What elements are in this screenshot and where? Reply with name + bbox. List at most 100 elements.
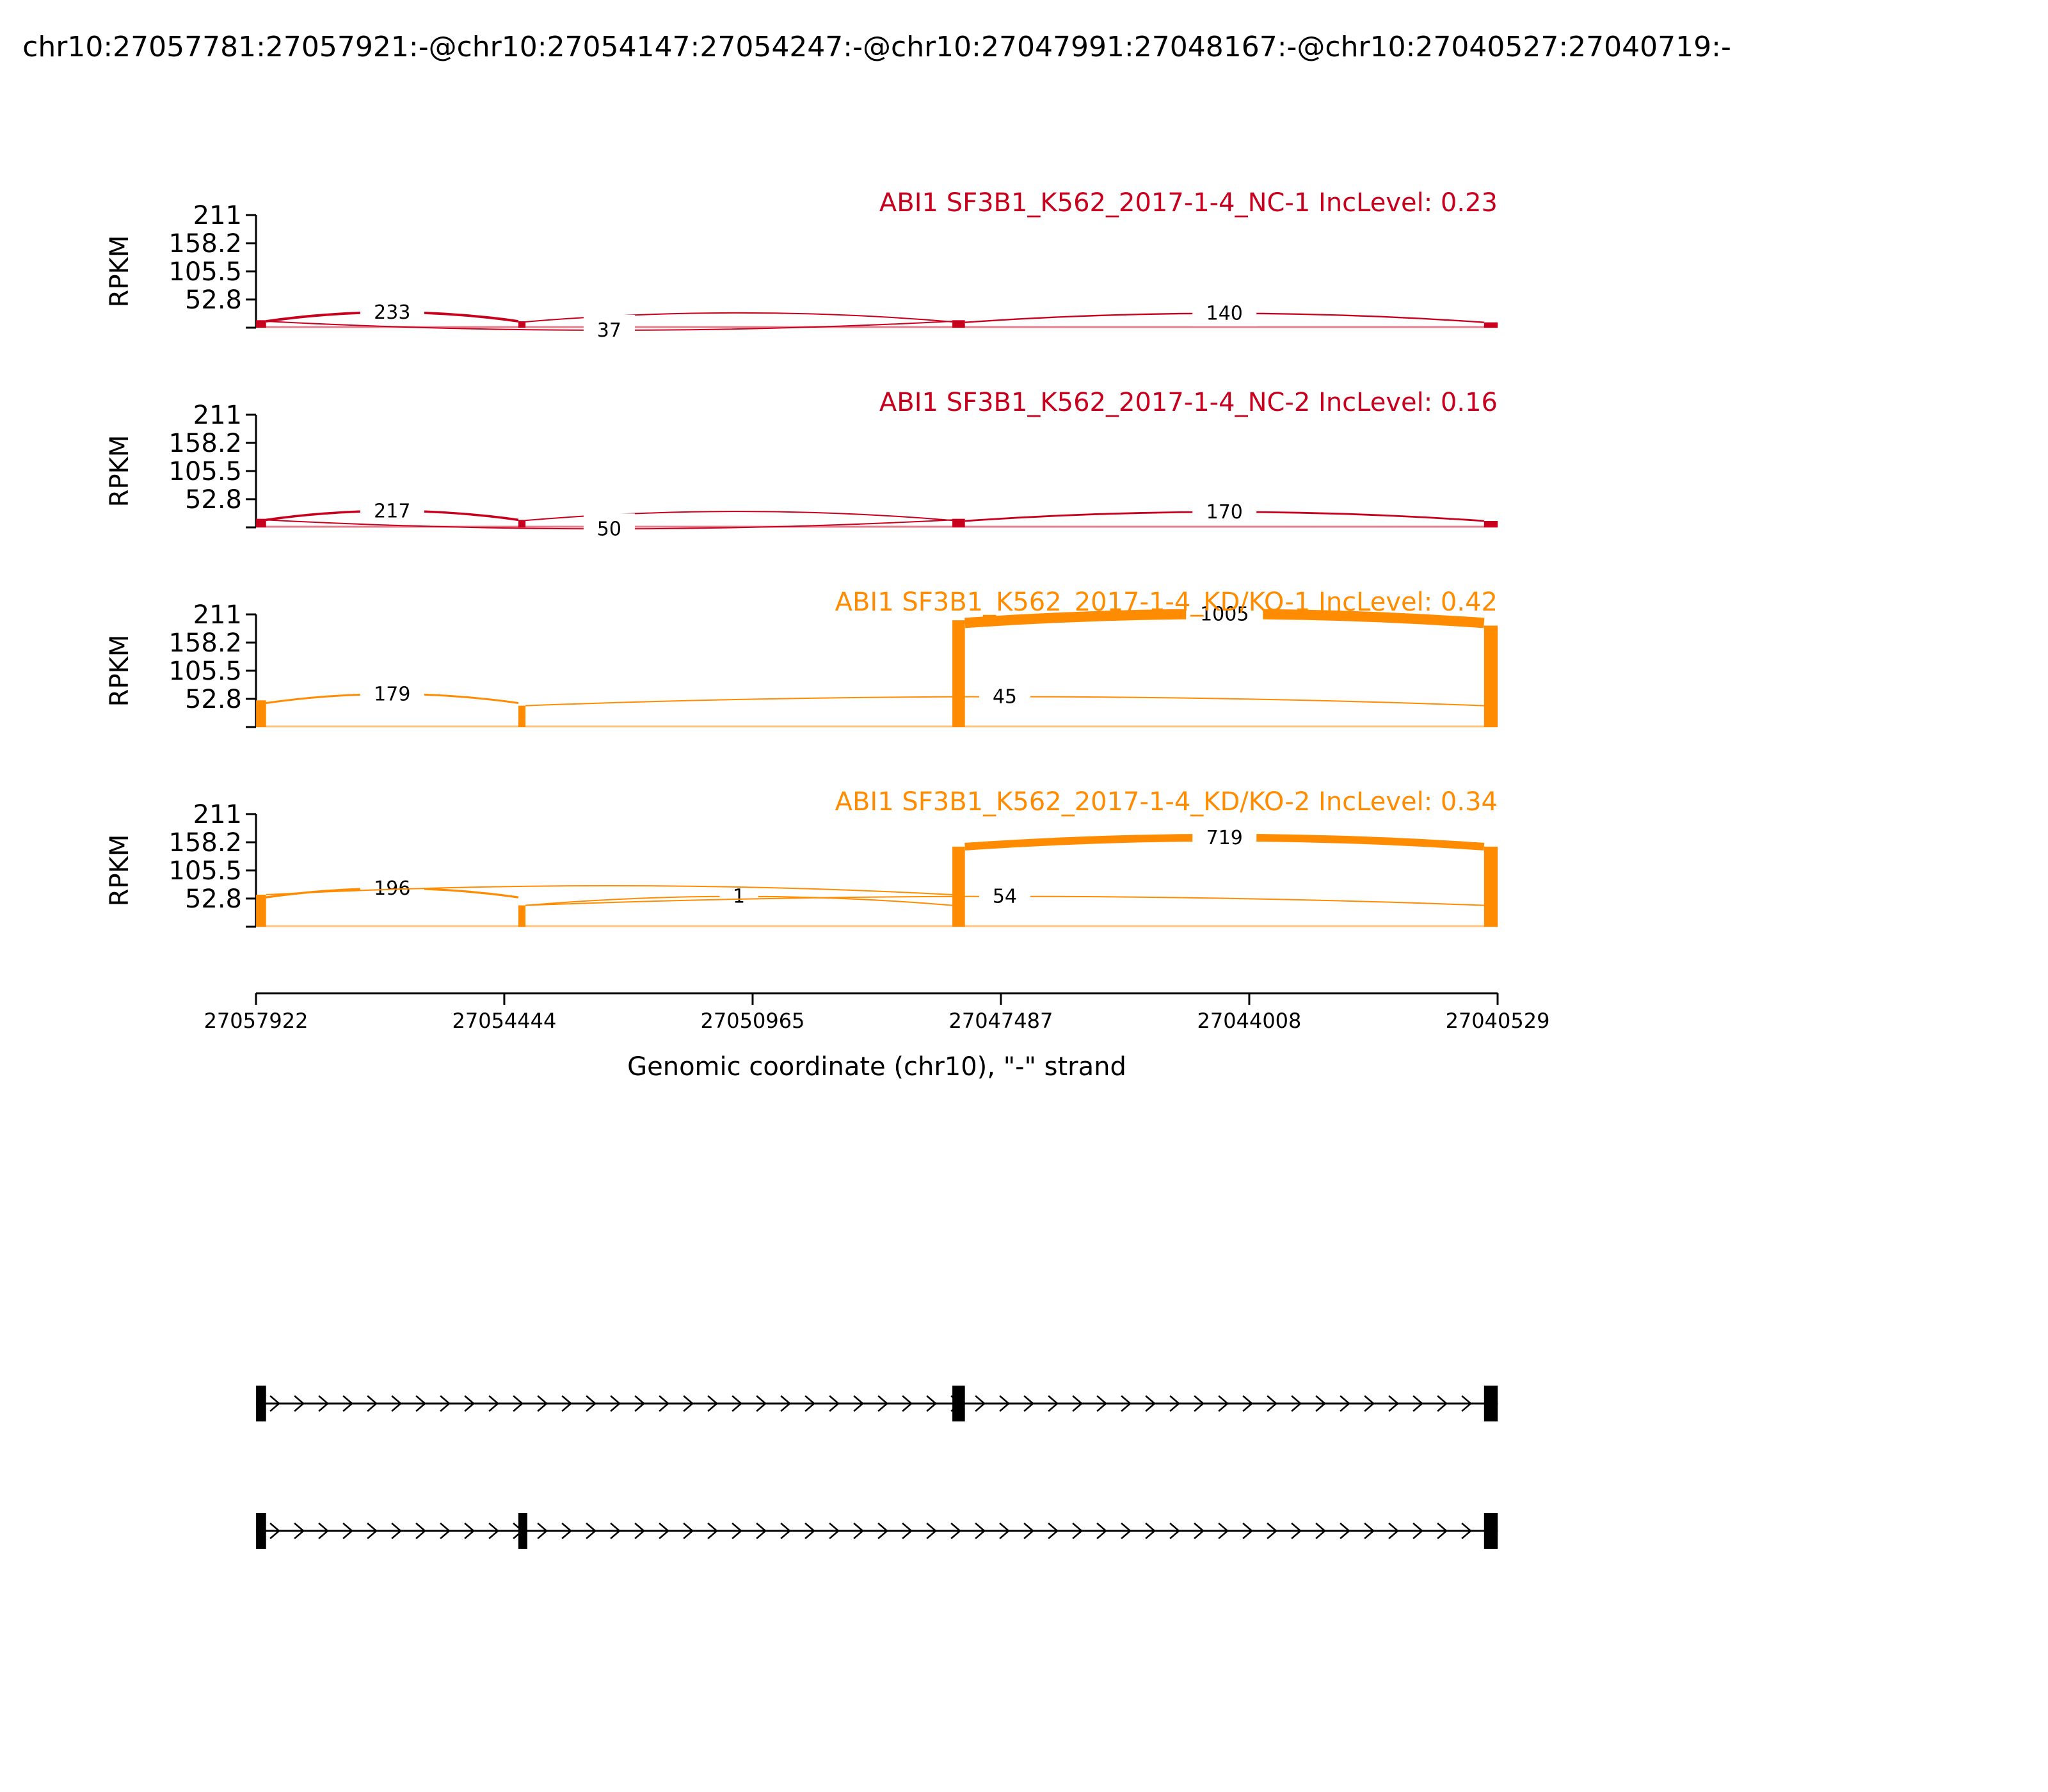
x-axis: Genomic coordinate (chr10), "-" strand 2… <box>204 992 1550 1082</box>
junction-count-box <box>583 513 635 542</box>
exon-coverage <box>256 894 266 927</box>
junction-count-box <box>1192 496 1257 525</box>
exon-coverage <box>518 905 526 927</box>
junction-count-box <box>360 296 424 325</box>
x-axis-label: Genomic coordinate (chr10), "-" strand <box>627 1052 1126 1082</box>
y-tick-label: 52.8 <box>185 285 242 315</box>
junction-arc <box>266 884 953 895</box>
isoform-exon <box>256 1513 266 1549</box>
strand-arrow <box>294 1395 305 1412</box>
strand-arrow <box>877 1395 889 1412</box>
y-tick-label: 105.5 <box>168 257 242 287</box>
strand-arrow <box>269 1523 281 1539</box>
strand-arrow <box>561 1395 573 1412</box>
exon-coverage <box>952 846 965 927</box>
x-tick-label: 27054444 <box>452 1009 556 1033</box>
y-tick-label: 105.5 <box>168 657 242 686</box>
strand-arrow <box>732 1395 743 1412</box>
junction-count: 140 <box>1206 303 1243 325</box>
junction-count-box <box>1192 298 1257 326</box>
junction-count-box <box>1186 598 1263 627</box>
y-tick-label: 211 <box>193 800 242 829</box>
strand-arrow <box>756 1395 767 1412</box>
strand-arrow <box>342 1395 354 1412</box>
strand-arrow <box>464 1523 476 1539</box>
exon-coverage <box>1484 520 1498 527</box>
strand-arrow <box>1412 1523 1424 1539</box>
strand-arrow <box>902 1523 913 1539</box>
exon-coverage <box>1484 625 1498 727</box>
exon-coverage <box>518 705 526 727</box>
strand-arrow <box>732 1523 743 1539</box>
y-tick-label: 158.2 <box>168 828 242 858</box>
junction-count-box <box>979 681 1030 710</box>
exon-coverage <box>1484 846 1498 927</box>
strand-arrow <box>1461 1395 1473 1412</box>
strand-arrow <box>1315 1523 1327 1539</box>
junction-count-box <box>360 495 424 524</box>
exon-coverage <box>256 518 266 527</box>
isoform-exon <box>256 1386 266 1421</box>
strand-arrow <box>415 1523 427 1539</box>
junction-count: 719 <box>1206 827 1243 849</box>
junction-count: 217 <box>374 500 410 522</box>
strand-arrow <box>1169 1395 1181 1412</box>
strand-arrow <box>829 1523 840 1539</box>
strand-arrow <box>1291 1395 1302 1412</box>
exon-coverage <box>518 520 526 527</box>
strand-arrow <box>634 1523 646 1539</box>
strand-arrow <box>1048 1523 1059 1539</box>
strand-arrow <box>1194 1523 1205 1539</box>
strand-arrow <box>756 1523 767 1539</box>
strand-arrow <box>1121 1523 1132 1539</box>
y-tick-label: 211 <box>193 401 242 430</box>
strand-arrow <box>926 1523 938 1539</box>
strand-arrow <box>1437 1395 1448 1412</box>
junction-count-box <box>719 881 758 909</box>
strand-arrow <box>464 1395 476 1412</box>
strand-arrow <box>1364 1523 1375 1539</box>
strand-arrow <box>780 1523 792 1539</box>
junction-count-box <box>583 314 635 343</box>
strand-arrow <box>537 1523 548 1539</box>
strand-arrow <box>1048 1395 1059 1412</box>
y-tick-label: 211 <box>193 201 242 230</box>
y-axis-label: RPKM <box>105 236 134 308</box>
strand-arrow <box>367 1395 378 1412</box>
strand-arrow <box>1096 1523 1108 1539</box>
strand-arrow <box>1121 1395 1132 1412</box>
strand-arrow <box>853 1395 865 1412</box>
junction-count: 45 <box>993 686 1017 708</box>
strand-arrow <box>610 1395 621 1412</box>
exon-coverage <box>952 320 965 328</box>
isoform-exon <box>1484 1386 1498 1421</box>
exon-coverage <box>256 700 266 727</box>
strand-arrow <box>877 1523 889 1539</box>
strand-arrow <box>440 1523 451 1539</box>
strand-arrow <box>1388 1395 1400 1412</box>
x-tick-label: 27047487 <box>948 1009 1053 1033</box>
strand-arrow <box>634 1395 646 1412</box>
strand-arrow <box>1169 1523 1181 1539</box>
strand-arrow <box>804 1523 816 1539</box>
junction-count: 1 <box>733 886 745 908</box>
strand-arrow <box>1096 1395 1108 1412</box>
strand-arrow <box>1388 1523 1400 1539</box>
strand-arrow <box>1145 1523 1156 1539</box>
strand-arrow <box>488 1395 500 1412</box>
strand-arrow <box>1023 1523 1035 1539</box>
y-tick-label: 211 <box>193 600 242 630</box>
strand-arrow <box>1291 1523 1302 1539</box>
chart-title: chr10:27057781:27057921:-@chr10:27054147… <box>22 31 1731 63</box>
junction-count-box <box>360 678 424 707</box>
x-tick-label: 27040529 <box>1446 1009 1550 1033</box>
strand-arrow <box>610 1523 621 1539</box>
y-tick-label: 52.8 <box>185 884 242 914</box>
strand-arrow <box>367 1523 378 1539</box>
isoform-exon <box>952 1386 965 1421</box>
strand-arrow <box>975 1395 986 1412</box>
strand-arrow <box>659 1523 670 1539</box>
exon-coverage <box>518 321 526 328</box>
